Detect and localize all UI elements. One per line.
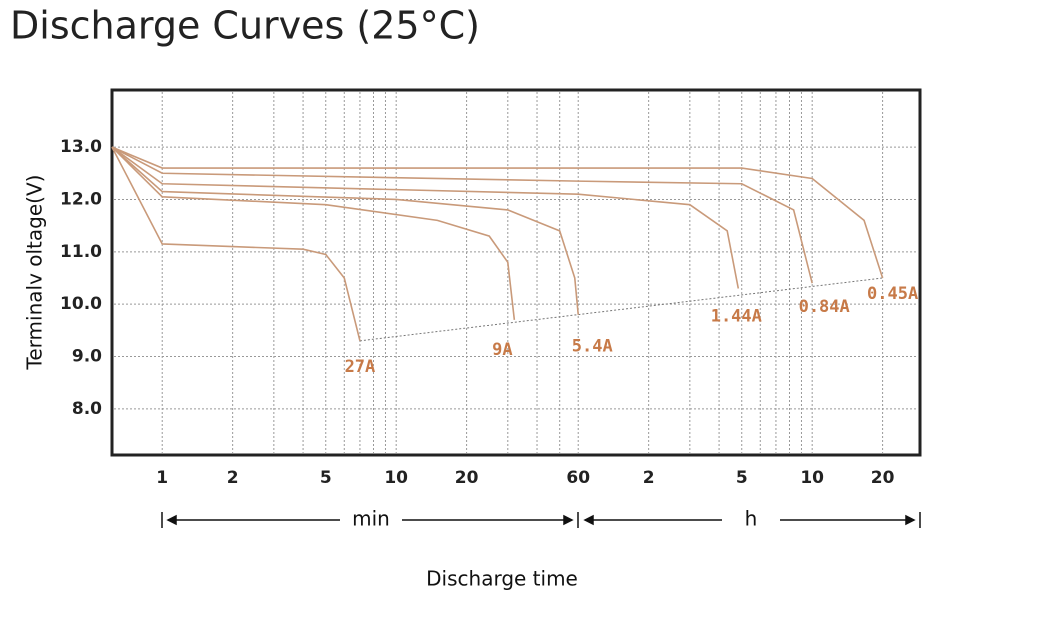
curve [111, 146, 580, 315]
plot-frame [110, 88, 922, 457]
x-tick-label: 20 [871, 468, 895, 488]
y-tick-label: 11.0 [60, 242, 102, 262]
x-tick-label: 10 [800, 468, 824, 488]
unit-label: min [352, 507, 390, 531]
x-tick-label: 20 [455, 468, 479, 488]
y-tick-label: 13.0 [60, 137, 102, 157]
y-tick-label: 9.0 [72, 347, 102, 367]
y-axis-title: Terminalv oltage(V) [23, 175, 47, 371]
x-tick-label: 10 [384, 468, 408, 488]
x-tick-label: 60 [566, 468, 590, 488]
y-tick-label: 12.0 [60, 189, 102, 209]
unit-label: h [745, 507, 758, 531]
curve-label: 27A [345, 357, 376, 377]
curve [111, 146, 813, 284]
x-tick-label: 1 [156, 468, 168, 488]
curve [111, 146, 516, 320]
y-tick-label: 8.0 [72, 399, 102, 419]
curve-label: 1.44A [711, 306, 762, 326]
curve [111, 146, 884, 279]
curve [111, 146, 361, 342]
x-tick-label: 2 [643, 468, 655, 488]
curve-label: 9A [492, 340, 512, 360]
chart-title: Discharge Curves (25°C) [10, 4, 480, 48]
curve-label: 0.45A [867, 284, 918, 304]
x-tick-label: 2 [227, 468, 239, 488]
x-tick-label: 5 [736, 468, 748, 488]
curve [111, 146, 740, 289]
unit-arrows [161, 512, 921, 528]
curve-label: 5.4A [572, 337, 613, 357]
x-axis-title: Discharge time [426, 567, 578, 591]
x-tick-label: 5 [320, 468, 332, 488]
curve-label: 0.84A [799, 297, 850, 317]
y-tick-label: 10.0 [60, 294, 102, 314]
